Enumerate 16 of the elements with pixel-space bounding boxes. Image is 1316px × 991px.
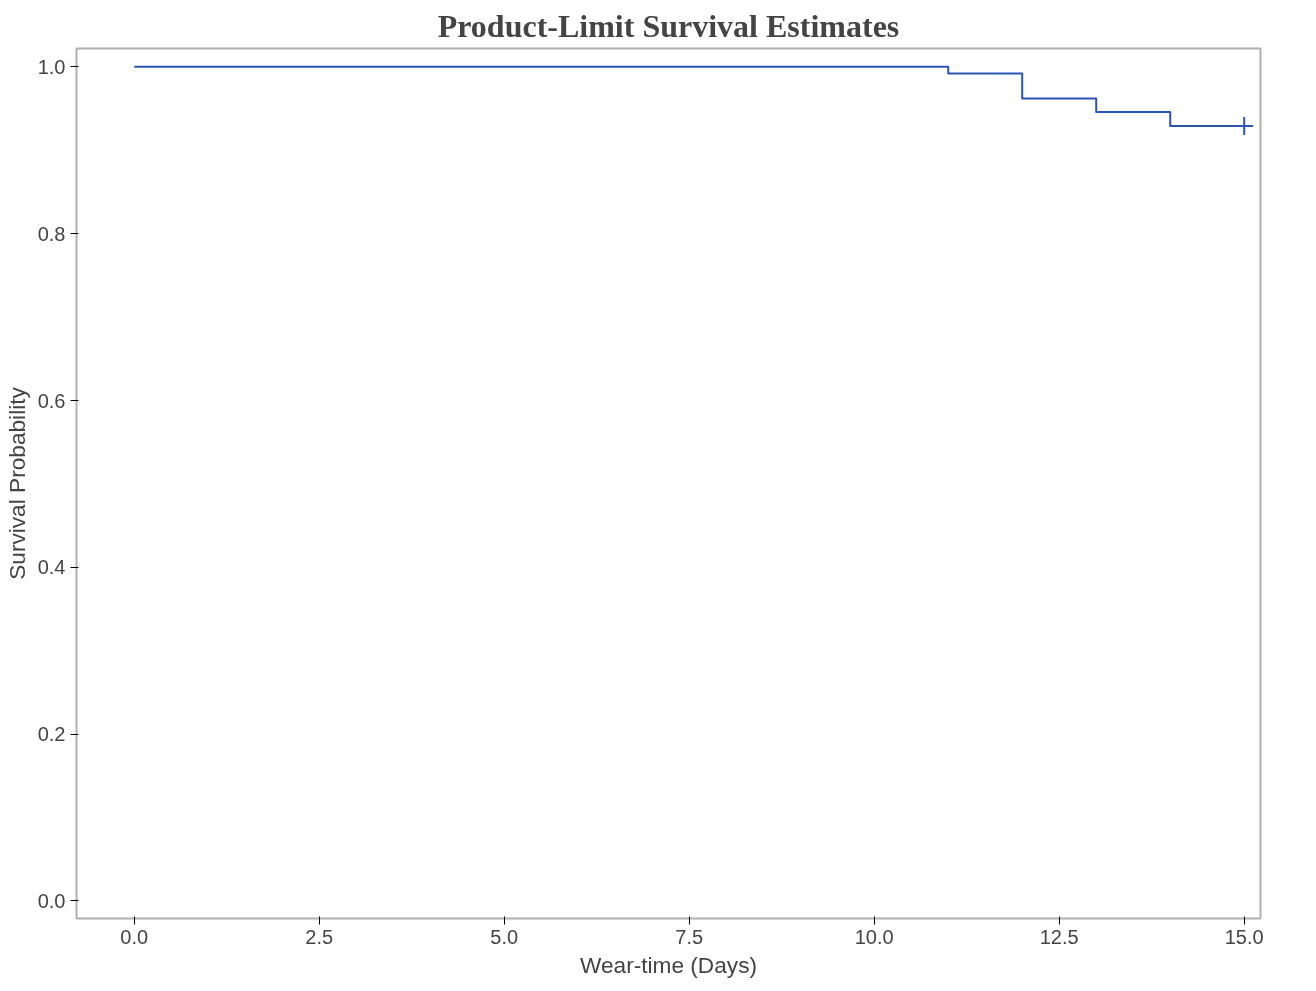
y-tick-label: 0.2 <box>37 723 66 746</box>
y-tick-label: 1.0 <box>37 55 66 78</box>
y-axis-title: Survival Probability <box>3 386 30 580</box>
x-tick-label: 5.0 <box>490 925 519 948</box>
x-tick-label: 7.5 <box>675 925 704 948</box>
x-tick-label: 2.5 <box>305 925 334 948</box>
y-tick-label: 0.0 <box>37 889 66 912</box>
y-tick-label: 0.6 <box>37 389 66 412</box>
x-tick-label: 15.0 <box>1224 925 1264 948</box>
chart-title: Product-Limit Survival Estimates <box>437 7 900 44</box>
x-axis-title: Wear-time (Days) <box>579 951 758 978</box>
y-tick-label: 0.8 <box>37 222 66 245</box>
x-tick-label: 12.5 <box>1039 925 1079 948</box>
x-tick-label: 10.0 <box>854 925 894 948</box>
x-tick-label: 0.0 <box>120 925 149 948</box>
y-tick-label: 0.4 <box>37 556 66 579</box>
